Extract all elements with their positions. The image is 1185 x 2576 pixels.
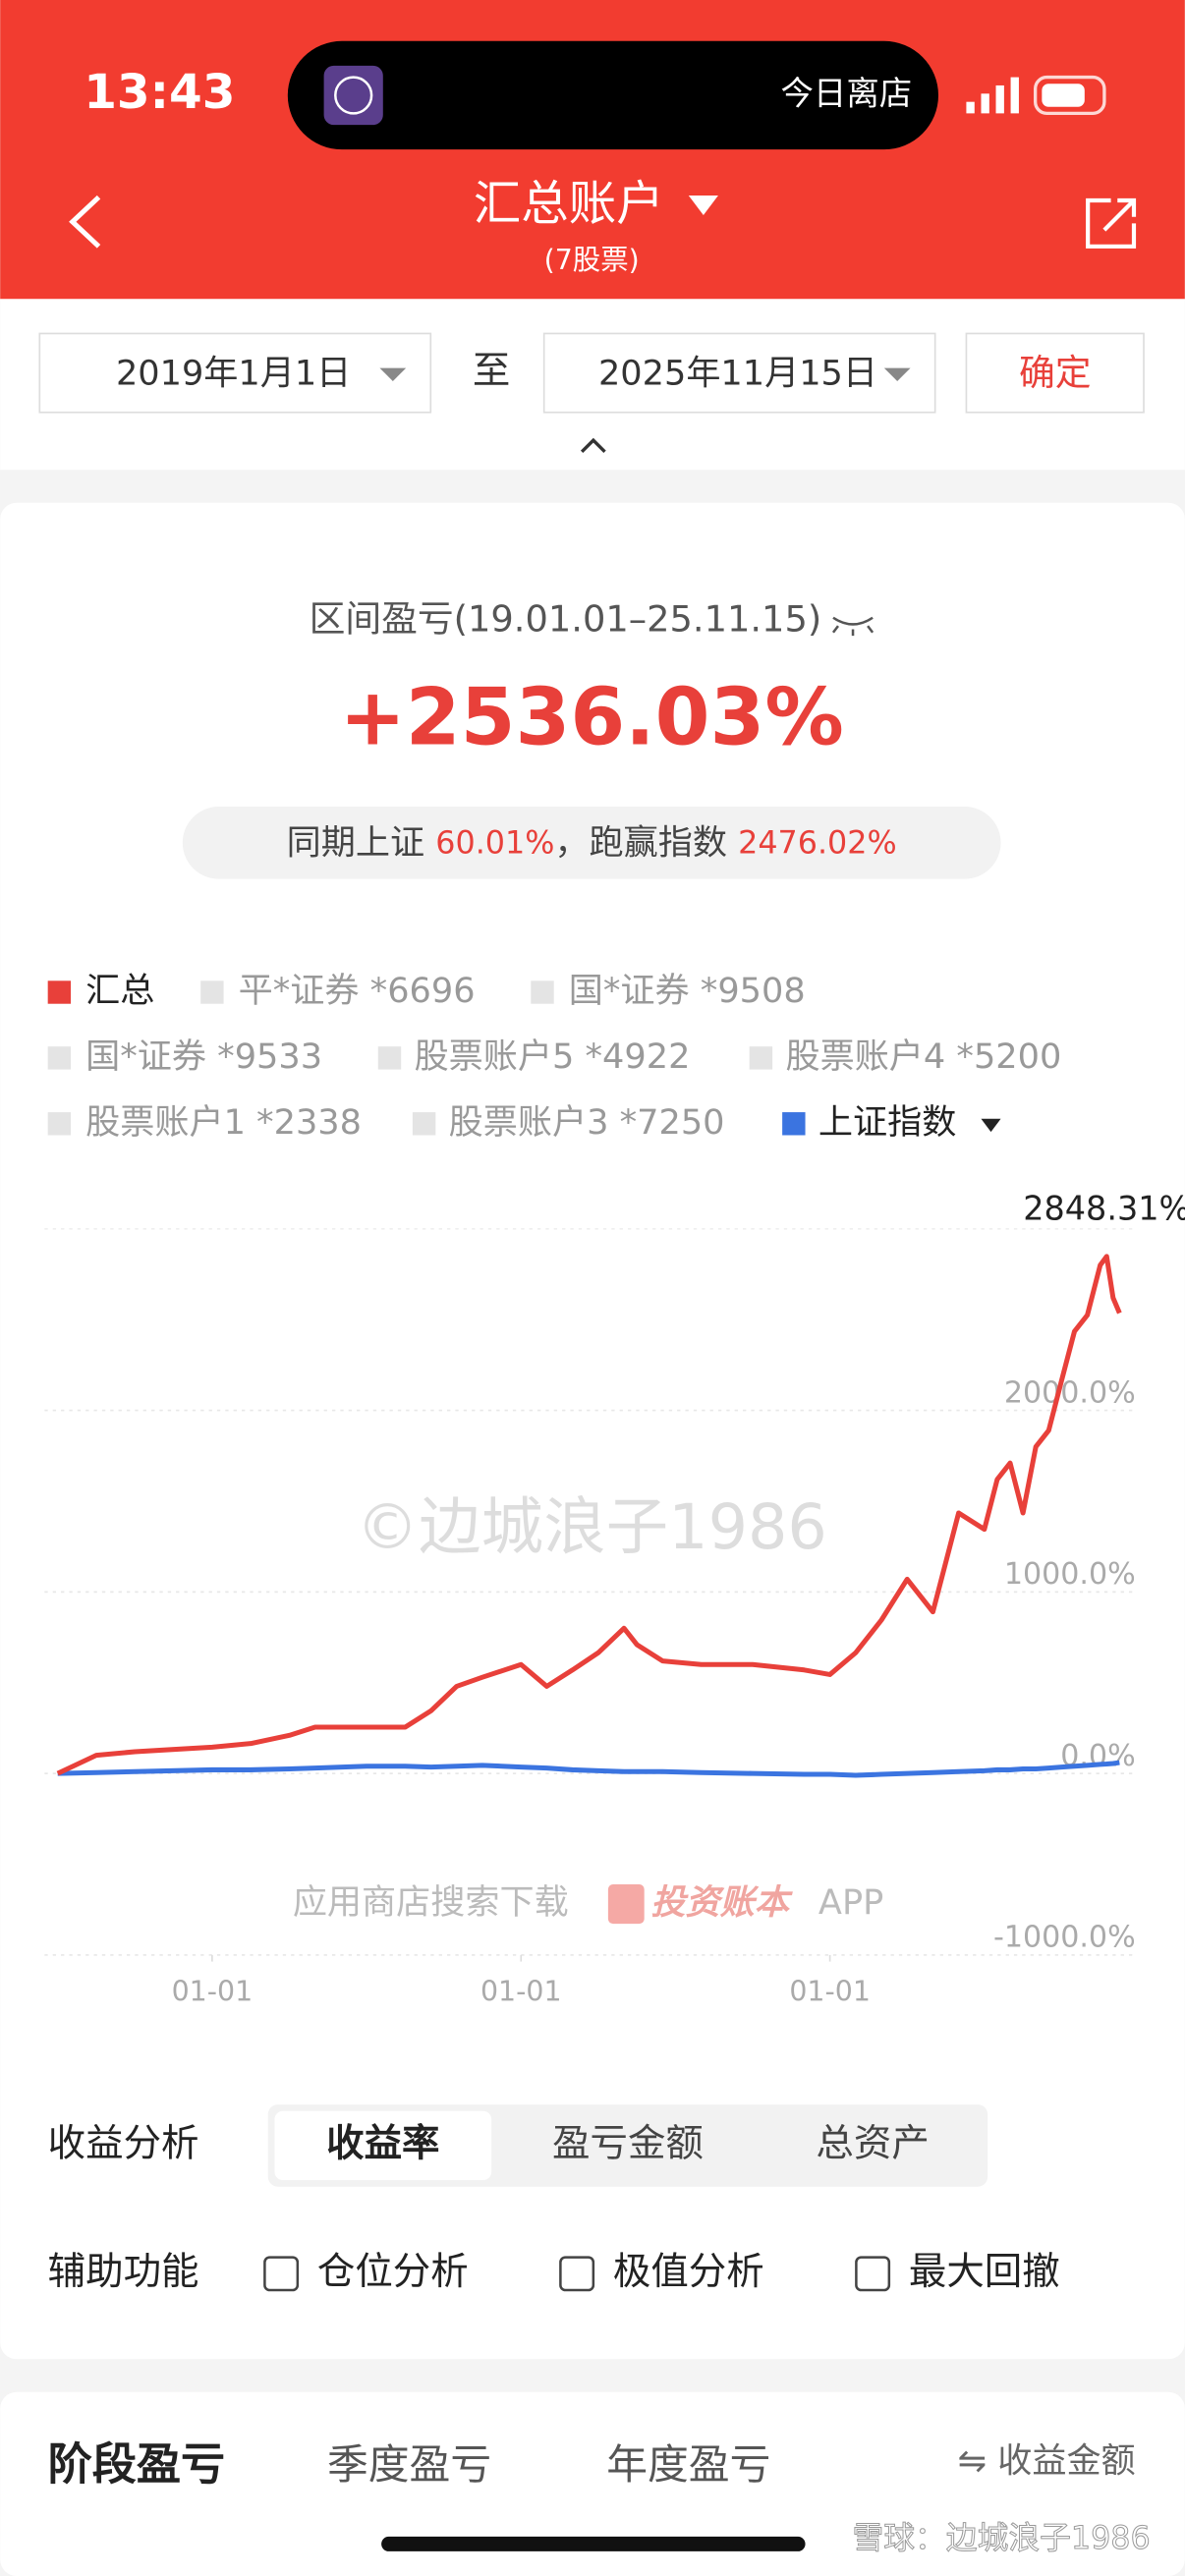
legend-swatch [200, 980, 224, 1004]
summary-label: 区间盈亏(19.01.01–25.11.15) [310, 598, 822, 641]
bottom-tab[interactable]: 季度盈亏 [327, 2440, 491, 2489]
series-line [57, 1760, 1120, 1778]
legend-dropdown[interactable] [981, 1118, 1001, 1133]
confirm-text: 确定 [1019, 352, 1092, 394]
toggle[interactable]: ⇋ 收益金额 [958, 2441, 1136, 2482]
start-date[interactable] [38, 332, 432, 414]
app-icon-ring [334, 76, 373, 115]
compare-text: 同期上证 60.01%，跑赢指数 2476.02% [287, 823, 897, 864]
bottom-tab[interactable]: 年度盈亏 [606, 2440, 770, 2489]
end-date-text: 2025年11月15日 [598, 353, 877, 393]
tab[interactable]: 收益率 [326, 2121, 439, 2165]
nav-title[interactable]: 汇总账户 [474, 177, 664, 232]
compare-mid: ，跑赢指数 [554, 823, 727, 864]
tool-option[interactable]: 仓位分析 [317, 2250, 469, 2294]
legend-swatch [782, 1112, 806, 1136]
legend-entry[interactable]: 股票账户4 *5200 [785, 1036, 1061, 1077]
legend-swatch [47, 1112, 72, 1136]
brand-suffix: APP [818, 1882, 883, 1923]
legend: 汇总 平*证券 *6696 国*证券 *9508 国*证券 *9533 股票账户… [47, 971, 1061, 1143]
signal [966, 77, 1019, 114]
collapse-arrow[interactable] [580, 437, 606, 454]
analysis-label: 收益分析 [48, 2121, 199, 2165]
main-card [0, 502, 1185, 2360]
brand-icon [607, 1884, 645, 1925]
download-hint: 应用商店搜索下载 [293, 1882, 569, 1923]
hide-icon[interactable] [831, 616, 875, 637]
legend-entry[interactable]: 国*证券 *9533 [85, 1036, 322, 1077]
home-indicator [381, 2536, 806, 2551]
legend-swatch [531, 980, 554, 1004]
checkbox[interactable] [855, 2256, 891, 2292]
battery-level [1042, 84, 1085, 107]
legend-entry[interactable]: 上证指数 [818, 1102, 956, 1143]
start-date-arrow [379, 367, 407, 381]
tab[interactable]: 总资产 [816, 2121, 929, 2165]
brand-name: 投资账本 [650, 1882, 793, 1923]
summary-value: +2536.03% [340, 672, 844, 763]
island-text: 今日离店 [780, 74, 912, 112]
start-date-text: 2019年1月1日 [116, 353, 351, 393]
legend-swatch [412, 1112, 436, 1136]
back-button[interactable] [69, 195, 101, 249]
x-tick-label: 01-01 [480, 1975, 562, 2007]
footer-watermark: 雪球：边城浪子1986 [853, 2521, 1151, 2556]
y-tick-label: -1000.0% [993, 1921, 1136, 1955]
excess-return: 2476.02% [738, 826, 897, 862]
legend-swatch [47, 980, 72, 1004]
clock: 13:43 [84, 65, 235, 120]
x-tick-label: 01-01 [172, 1975, 254, 2007]
chart: ©边城浪子1986 应用商店搜索下载 投资账本 APP -1000.0%0.0%… [44, 1190, 1185, 2007]
series-line [56, 1254, 1122, 1776]
y-tick-label: 1000.0% [1004, 1557, 1136, 1592]
active-tab [274, 2110, 492, 2181]
bottom-tab[interactable]: 阶段盈亏 [48, 2438, 226, 2491]
end-date-arrow [883, 367, 911, 381]
tool-option[interactable]: 极值分析 [613, 2250, 764, 2294]
tab[interactable]: 盈亏金额 [552, 2121, 704, 2165]
max-label: 2848.31% [1023, 1190, 1185, 1228]
y-tick-label: 2000.0% [1004, 1375, 1136, 1410]
legend-entry[interactable]: 汇总 [85, 971, 154, 1011]
date-separator: 至 [473, 349, 510, 393]
dynamic-island [287, 40, 938, 150]
watermark: ©边城浪子1986 [356, 1490, 826, 1563]
checkbox[interactable] [263, 2256, 300, 2292]
legend-entry[interactable]: 股票账户5 *4922 [415, 1036, 691, 1077]
battery [1033, 75, 1106, 116]
legend-swatch [47, 1046, 72, 1070]
checkbox[interactable] [559, 2256, 595, 2292]
legend-entry[interactable]: 国*证券 *9508 [569, 971, 806, 1011]
legend-swatch [377, 1046, 402, 1070]
confirm-button[interactable] [965, 332, 1145, 414]
x-tick-label: 01-01 [789, 1975, 871, 2007]
legend-entry[interactable]: 平*证券 *6696 [239, 971, 476, 1011]
share-button[interactable] [1086, 197, 1137, 249]
app-icon [323, 65, 383, 126]
end-date[interactable] [542, 332, 936, 414]
nav-subtitle: (7股票) [544, 244, 640, 276]
compare-pill [182, 807, 1001, 879]
legend-swatch [749, 1046, 773, 1070]
tools-label: 辅助功能 [48, 2250, 199, 2294]
index-return: 60.01% [435, 826, 554, 862]
legend-entry[interactable]: 股票账户3 *7250 [449, 1102, 725, 1143]
bottom-card [0, 2391, 1185, 2576]
tool-option[interactable]: 最大回撤 [909, 2250, 1060, 2294]
nav-dropdown[interactable] [688, 195, 718, 216]
legend-entry[interactable]: 股票账户1 *2338 [85, 1102, 362, 1143]
compare-prefix: 同期上证 [287, 823, 424, 864]
